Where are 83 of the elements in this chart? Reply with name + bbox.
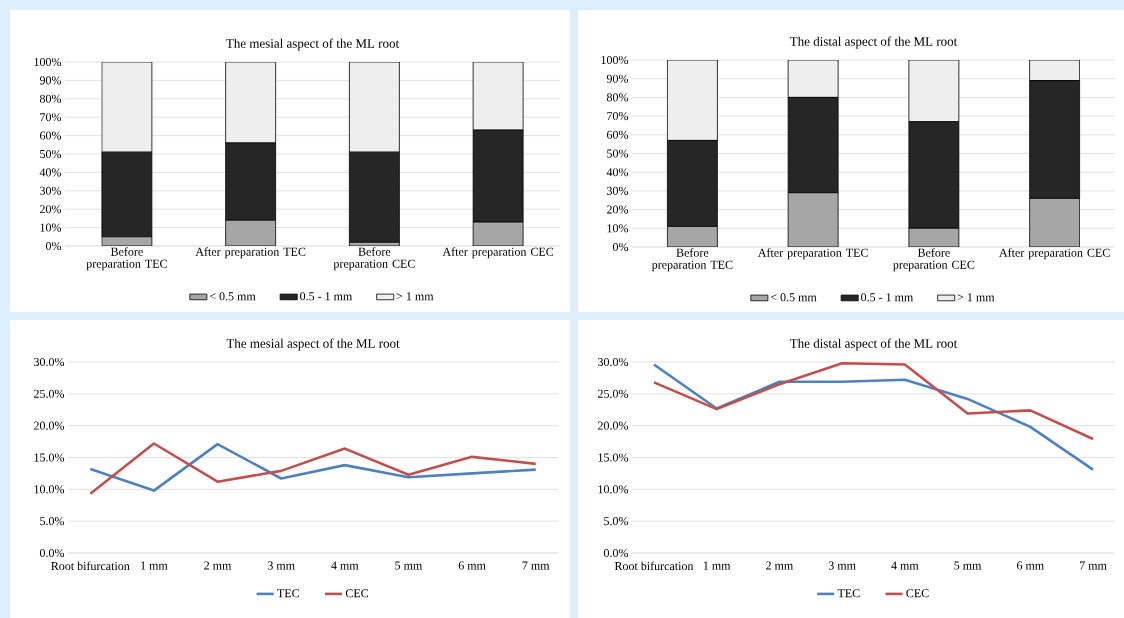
x-tick-label: Before preparation TEC [86, 247, 167, 271]
legend-label: CEC [345, 589, 369, 598]
y-tick-label: 25.0% [34, 389, 65, 398]
x-tick-label: 3 mm [828, 561, 856, 570]
x-tick-label: 5 mm [954, 561, 982, 570]
y-tick-label: 30% [607, 186, 629, 195]
y-tick-label: 5.0% [604, 517, 629, 526]
y-tick-label: 25.0% [598, 389, 629, 398]
legend-label: CEC [906, 589, 929, 598]
y-tick-label: 80% [39, 94, 62, 103]
x-tick-label: 2 mm [766, 561, 794, 570]
y-tick-label: 100% [34, 57, 62, 67]
y-tick-label: 15.0% [598, 453, 629, 462]
line-series [652, 363, 1095, 471]
chart-title: The mesial aspect of the ML root [226, 38, 400, 51]
chart-title: The mesial aspect of the ML root [226, 338, 400, 351]
bar [1029, 60, 1081, 81]
line-series [652, 362, 1095, 441]
y-tick-label: 70% [40, 113, 62, 122]
y-tick-label: 50% [40, 149, 62, 159]
bar [787, 192, 839, 247]
bar [1029, 197, 1081, 247]
bar [908, 60, 960, 123]
x-tick-label: After preparation CEC [442, 247, 554, 259]
x-tick-label: Root bifurcation [614, 561, 694, 571]
legend-label: < 0.5 mm [770, 293, 817, 302]
y-tick-label: 80% [606, 93, 629, 102]
x-tick-label: 4 mm [331, 561, 359, 570]
y-tick-label: 30% [40, 186, 62, 195]
y-tick-label: 20% [607, 205, 629, 214]
y-tick-label: 0% [612, 242, 629, 252]
y-tick-label: 60% [607, 130, 629, 139]
y-tick-label: 90% [606, 74, 629, 83]
x-tick-label: 2 mm [204, 561, 232, 570]
y-tick-label: 20% [40, 205, 62, 214]
y-tick-label: 10% [40, 223, 62, 232]
legend-label: > 1 mm [957, 293, 995, 302]
chart-title: The distal aspect of the ML root [789, 338, 958, 351]
y-tick-label: 90% [39, 76, 62, 85]
y-tick-label: 0.0% [39, 548, 65, 558]
x-tick-label: 3 mm [267, 561, 295, 570]
x-tick-label: After preparation TEC [757, 248, 868, 260]
x-tick-label: Root bifurcation [51, 561, 130, 571]
legend-label: 0.5 - 1 mm [300, 292, 353, 301]
x-tick-label: Before preparation CEC [893, 248, 975, 272]
y-tick-label: 70% [607, 112, 629, 121]
x-tick-label: Before preparation TEC [651, 248, 733, 272]
bar [666, 226, 718, 247]
bar [666, 60, 718, 141]
y-tick-label: 50% [607, 149, 629, 158]
x-tick-label: 1 mm [141, 561, 168, 570]
y-tick-label: 0.0% [603, 548, 629, 558]
y-tick-label: 15.0% [34, 453, 65, 462]
x-tick-label: 4 mm [891, 561, 919, 570]
legend-label: TEC [277, 589, 300, 598]
legend-label: 0.5 - 1 mm [861, 293, 914, 302]
x-tick-label: Before preparation CEC [333, 247, 415, 271]
x-tick-label: After preparation TEC [195, 247, 306, 259]
x-tick-label: After preparation CEC [999, 248, 1110, 260]
y-tick-label: 40% [606, 168, 629, 177]
x-tick-label: 6 mm [458, 561, 486, 570]
x-tick-label: 6 mm [1017, 561, 1044, 570]
x-tick-label: 5 mm [395, 561, 423, 570]
y-tick-label: 100% [601, 55, 629, 65]
y-tick-label: 0% [45, 241, 62, 251]
y-tick-label: 30.0% [34, 357, 65, 367]
y-tick-label: 30.0% [598, 357, 629, 367]
y-tick-label: 20.0% [34, 421, 65, 430]
y-tick-label: 5.0% [40, 517, 65, 526]
x-tick-label: 1 mm [703, 561, 731, 570]
legend-label: > 1 mm [396, 292, 434, 301]
x-tick-label: 7 mm [522, 561, 550, 570]
y-tick-label: 10.0% [34, 485, 65, 494]
bar [787, 60, 839, 98]
x-tick-label: 7 mm [1079, 561, 1107, 570]
legend-label: TEC [837, 589, 860, 598]
y-tick-label: 10% [607, 224, 629, 233]
legend-label: < 0.5 mm [209, 292, 256, 301]
y-tick-label: 40% [39, 168, 62, 177]
chart-title: The distal aspect of the ML root [789, 36, 958, 49]
y-tick-label: 20.0% [598, 421, 629, 430]
y-tick-label: 10.0% [598, 485, 629, 494]
y-tick-label: 60% [40, 131, 62, 140]
